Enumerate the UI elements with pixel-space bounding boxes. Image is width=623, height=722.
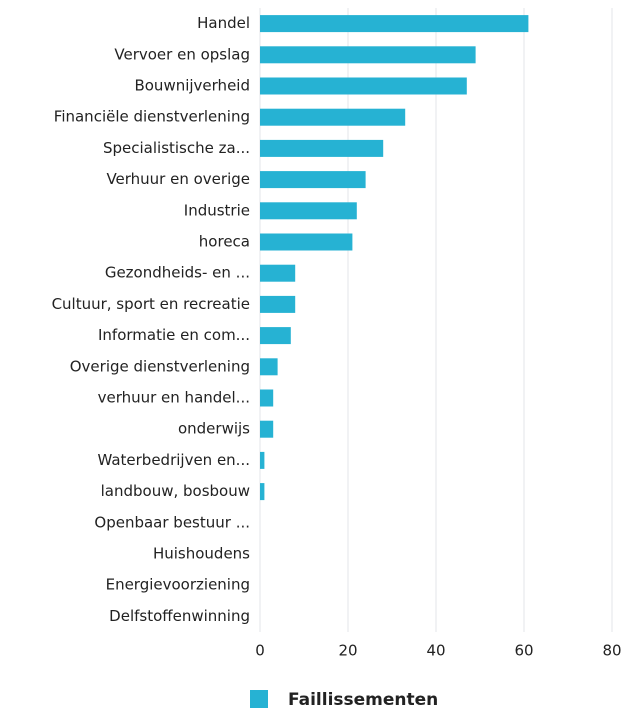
bar xyxy=(260,202,357,220)
bar xyxy=(260,358,278,376)
y-tick-label: Verhuur en overige xyxy=(106,170,250,188)
x-tick-label: 60 xyxy=(514,642,533,660)
y-tick-label: Waterbedrijven en... xyxy=(97,451,250,469)
y-tick-label: Energievoorziening xyxy=(106,576,250,594)
bar xyxy=(260,483,265,501)
x-tick-label: 80 xyxy=(602,642,621,660)
y-tick-label: Cultuur, sport en recreatie xyxy=(52,295,250,313)
y-tick-label: Specialistische za... xyxy=(103,139,250,157)
y-tick-label: Vervoer en opslag xyxy=(114,45,250,63)
bar xyxy=(260,46,476,64)
bar xyxy=(260,451,265,469)
bar xyxy=(260,139,384,157)
bar xyxy=(260,77,467,95)
bar xyxy=(260,171,366,189)
bar xyxy=(260,108,406,126)
y-tick-label: Financiële dienstverlening xyxy=(54,108,250,126)
legend-swatch[interactable] xyxy=(250,690,268,708)
x-tick-label: 20 xyxy=(338,642,357,660)
y-tick-label: Informatie en com... xyxy=(98,326,250,344)
y-tick-label: verhuur en handel... xyxy=(98,389,250,407)
y-tick-label: Gezondheids- en ... xyxy=(105,264,250,282)
bar xyxy=(260,389,274,407)
bar xyxy=(260,420,274,438)
legend-label[interactable]: Faillissementen xyxy=(288,690,438,710)
y-tick-label: Handel xyxy=(197,14,250,32)
y-tick-label: Delfstoffenwinning xyxy=(109,607,250,625)
y-tick-label: Bouwnijverheid xyxy=(134,77,250,95)
bar xyxy=(260,295,296,313)
x-tick-label: 40 xyxy=(426,642,445,660)
x-tick-label: 0 xyxy=(255,642,265,660)
y-tick-label: horeca xyxy=(199,233,250,251)
y-tick-label: onderwijs xyxy=(178,420,250,438)
y-tick-label: landbouw, bosbouw xyxy=(101,482,250,500)
y-tick-label: Huishoudens xyxy=(153,545,250,563)
y-tick-label: Overige dienstverlening xyxy=(70,357,250,375)
bar xyxy=(260,15,529,33)
y-tick-label: Industrie xyxy=(184,201,250,219)
bar xyxy=(260,233,353,251)
bar xyxy=(260,264,296,282)
y-tick-label: Openbaar bestuur ... xyxy=(94,513,250,531)
bar xyxy=(260,327,291,345)
